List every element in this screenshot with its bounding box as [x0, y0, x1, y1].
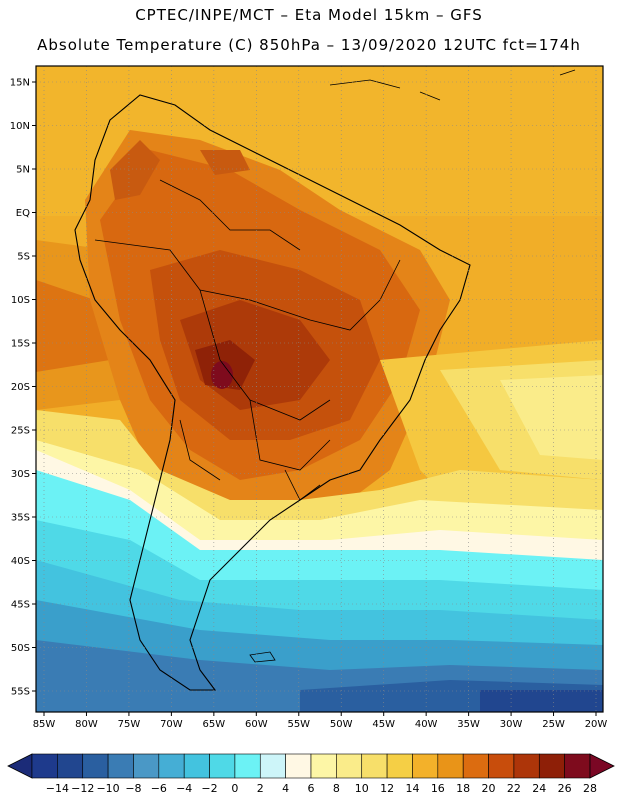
map-frame — [35, 65, 604, 713]
lat-label: 10S — [11, 295, 30, 306]
colorbar-swatch — [158, 753, 185, 779]
colorbar-high-arrow — [589, 753, 615, 779]
colorbar-swatch — [488, 753, 515, 779]
colorbar-label: 16 — [431, 782, 445, 795]
longitude-labels: 85W 80W 75W 70W 65W 60W 55W 50W 45W 40W 35W 30W 25W 2… — [33, 712, 608, 730]
colorbar-swatch — [361, 753, 388, 779]
colorbar-swatch — [107, 753, 134, 779]
lat-label: 5S — [17, 252, 30, 263]
lat-label: EQ — [16, 208, 30, 219]
lat-label: 15N — [10, 78, 30, 89]
colorbar-swatch — [336, 753, 363, 779]
lon-label: 60W — [245, 719, 268, 730]
latitude-labels: 15N 10N 5N EQ 5S 10S 15S 20S 25S 30S 35S 40S 45S 50S 5… — [10, 78, 36, 698]
colorbar-swatch — [31, 753, 58, 779]
colorbar-swatch — [133, 753, 160, 779]
lat-label: 5N — [16, 165, 30, 176]
lon-label: 35W — [457, 719, 480, 730]
colorbar-low-arrow — [7, 753, 33, 779]
colorbar-label: 18 — [456, 782, 470, 795]
colorbar-swatch — [82, 753, 109, 779]
temperature-field — [36, 66, 603, 712]
lon-label: 40W — [415, 719, 438, 730]
colorbar-swatch — [437, 753, 464, 779]
colorbar-label: −4 — [176, 782, 192, 795]
colorbar-label: −12 — [71, 782, 94, 795]
colorbar-label: −8 — [125, 782, 141, 795]
colorbar-label: −10 — [96, 782, 119, 795]
colorbar-swatch — [412, 753, 439, 779]
lon-label: 80W — [75, 719, 98, 730]
colorbar-label: 4 — [282, 782, 289, 795]
lat-label: 50S — [11, 643, 30, 654]
colorbar-swatch — [259, 753, 286, 779]
lat-label: 10N — [10, 121, 30, 132]
lon-label: 55W — [287, 719, 310, 730]
colorbar-label: −2 — [201, 782, 217, 795]
lon-label: 50W — [330, 719, 353, 730]
colorbar-label: 8 — [333, 782, 340, 795]
colorbar-label: 6 — [308, 782, 315, 795]
colorbar-swatch — [183, 753, 210, 779]
lat-label: 20S — [11, 382, 30, 393]
colorbar-swatch — [234, 753, 261, 779]
lon-label: 45W — [372, 719, 395, 730]
colorbar-swatch — [285, 753, 312, 779]
colorbar-swatch — [209, 753, 236, 779]
lat-label: 25S — [11, 426, 30, 437]
colorbar-labels: −14 −12 −10 −8 −6 −4 −2 0 2 4 6 8 10 12 14 16 18 20 22 24 26… — [46, 782, 597, 795]
lon-label: 65W — [203, 719, 226, 730]
lon-label: 75W — [118, 719, 141, 730]
colorbar-swatch — [57, 753, 84, 779]
lon-label: 30W — [500, 719, 523, 730]
colorbar-label: 14 — [405, 782, 419, 795]
colorbar-swatch — [462, 753, 489, 779]
colorbar-label: 12 — [380, 782, 394, 795]
colorbar-label: 2 — [257, 782, 264, 795]
title-line-2: Absolute Temperature (C) 850hPa – 13/09/… — [37, 36, 581, 54]
lat-label: 35S — [11, 513, 30, 524]
colorbar — [7, 753, 615, 779]
colorbar-swatch — [310, 753, 337, 779]
colorbar-label: 28 — [583, 782, 597, 795]
colorbar-label: −6 — [151, 782, 167, 795]
colorbar-swatch — [538, 753, 565, 779]
colorbar-label: −14 — [46, 782, 69, 795]
lat-label: 15S — [11, 339, 30, 350]
lat-label: 40S — [11, 556, 30, 567]
graticule — [36, 66, 603, 712]
colorbar-label: 0 — [231, 782, 238, 795]
colorbar-swatch — [564, 753, 591, 779]
lat-label: 45S — [11, 600, 30, 611]
lat-label: 30S — [11, 469, 30, 480]
colorbar-label: 26 — [558, 782, 572, 795]
lon-label: 70W — [160, 719, 183, 730]
colorbar-swatch — [513, 753, 540, 779]
colorbar-swatch — [386, 753, 413, 779]
colorbar-label: 24 — [532, 782, 546, 795]
colorbar-label: 22 — [507, 782, 521, 795]
lon-label: 25W — [542, 719, 565, 730]
colorbar-label: 20 — [482, 782, 496, 795]
lon-label: 20W — [585, 719, 608, 730]
lon-label: 85W — [33, 719, 56, 730]
colorbar-label: 10 — [355, 782, 369, 795]
title-line-1: CPTEC/INPE/MCT – Eta Model 15km – GFS — [135, 6, 483, 24]
lat-label: 55S — [11, 687, 30, 698]
